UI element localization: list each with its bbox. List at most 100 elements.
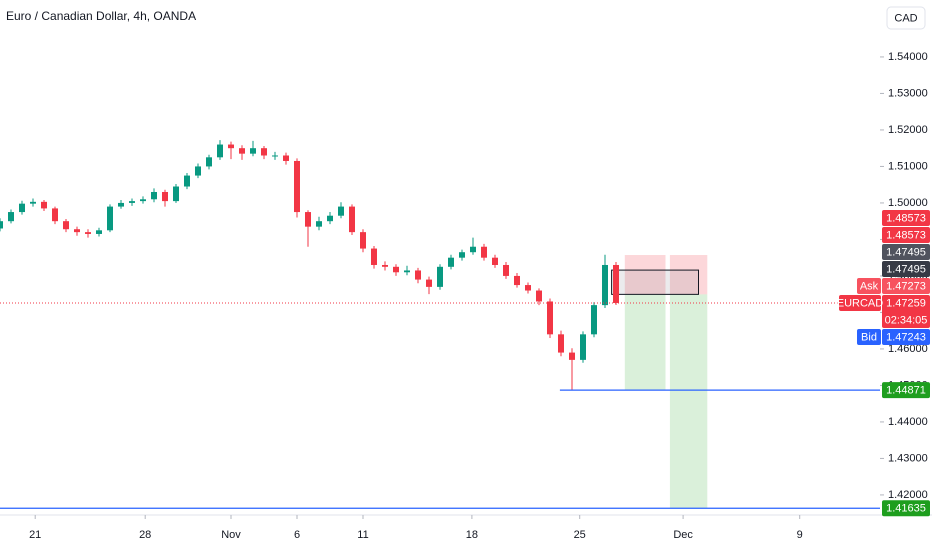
price-tag: [882, 226, 930, 243]
candle-body: [8, 212, 14, 222]
price-tag: [882, 209, 930, 226]
y-tick-label: 1.52000: [888, 124, 928, 136]
candle-body: [173, 186, 179, 202]
candle-body: [382, 264, 388, 267]
candle-body: [52, 208, 58, 222]
price-tag-text: 1.41635: [886, 503, 926, 515]
candle-body: [316, 221, 322, 227]
y-tick-label: 1.54000: [888, 51, 928, 63]
price-tag: [882, 382, 930, 399]
y-tick-label: 1.51000: [888, 160, 928, 172]
candle-body: [30, 201, 36, 204]
candle-body: [514, 275, 520, 286]
candle-body: [536, 290, 542, 302]
candle-body: [415, 270, 421, 280]
y-tick-label: 1.53000: [888, 87, 928, 99]
candle-body: [371, 248, 377, 265]
price-tag: [882, 260, 930, 277]
candle-body: [503, 264, 509, 276]
currency-label[interactable]: CAD: [894, 12, 917, 24]
countdown: 02:34:05: [885, 314, 928, 326]
candle-body: [184, 175, 190, 187]
candle-body: [118, 202, 124, 207]
price-tag-label-box: [857, 328, 881, 345]
candle-body: [613, 264, 619, 303]
candle-body: [195, 166, 201, 176]
candle-body: [129, 201, 135, 203]
candle-body: [437, 266, 443, 287]
price-tag-text: 1.47495: [886, 263, 926, 275]
price-tag: [882, 243, 930, 260]
candle-body: [96, 230, 102, 234]
currency-button[interactable]: [886, 6, 926, 30]
candle-body: [217, 144, 223, 158]
candle-body: [360, 232, 366, 249]
candle-body: [283, 155, 289, 161]
candle-body: [448, 257, 454, 267]
candle-body: [492, 257, 498, 265]
price-tag-label-box: [857, 277, 881, 294]
candle-body: [63, 221, 69, 230]
candle-body: [0, 221, 3, 229]
candle-body: [569, 352, 575, 360]
candle-body: [250, 148, 256, 154]
candle-body: [151, 191, 157, 200]
candle-body: [272, 155, 278, 157]
x-tick-label: 9: [797, 529, 803, 541]
price-tag: [882, 328, 930, 345]
x-tick-label: 21: [29, 529, 41, 541]
candle-body: [19, 203, 25, 213]
candle-body: [580, 334, 586, 360]
price-tag-text: 1.47273: [886, 280, 926, 292]
x-tick-label: 25: [574, 529, 586, 541]
candle-body: [602, 264, 608, 306]
candle-body: [261, 148, 267, 156]
price-tag-label-box: [839, 294, 881, 311]
candle-body: [547, 301, 553, 335]
candle-body: [426, 279, 432, 287]
candle-body: [558, 334, 564, 353]
candle-body: [206, 157, 212, 167]
x-tick-label: 28: [139, 529, 151, 541]
y-tick-label: 1.50000: [888, 197, 928, 209]
price-tag-text: 1.47243: [886, 331, 926, 343]
y-tick-label: 1.44000: [888, 416, 928, 428]
candle-body: [481, 246, 487, 258]
y-tick-label: 1.42000: [888, 489, 928, 501]
price-tag-text: 1.47259: [886, 297, 926, 309]
y-tick-label: 1.46000: [888, 343, 928, 355]
price-tag-label: Bid: [861, 331, 877, 343]
price-tag: [882, 500, 930, 517]
y-tick-label: 1.43000: [888, 452, 928, 464]
candle-body: [239, 148, 245, 154]
position-target-zone: [669, 294, 708, 509]
candle-body: [459, 252, 465, 258]
price-tag-text: 1.48573: [886, 229, 926, 241]
price-tag-text: 1.47495: [886, 246, 926, 258]
candle-body: [470, 246, 476, 253]
candle-body: [74, 229, 80, 233]
x-tick-label: 18: [466, 529, 478, 541]
candle-body: [349, 206, 355, 233]
candle-body: [327, 215, 333, 222]
position-target-zone: [624, 294, 666, 391]
candle-body: [85, 232, 91, 234]
x-tick-label: 6: [294, 529, 300, 541]
position-stop-zone: [624, 255, 666, 295]
candle-body: [525, 285, 531, 291]
x-tick-label: Dec: [673, 529, 693, 541]
x-tick-label: Nov: [221, 529, 241, 541]
x-tick-label: 11: [357, 529, 368, 541]
price-tag-label: Ask: [860, 280, 879, 292]
candle-body: [591, 305, 597, 335]
position-stop-zone: [669, 255, 708, 295]
candle-body: [228, 144, 234, 149]
drawn-rectangle: [611, 269, 699, 295]
candle-body: [107, 206, 113, 231]
price-tag-text: 1.48573: [886, 212, 926, 224]
candle-body: [305, 212, 311, 227]
price-tag-text: 1.44871: [886, 385, 926, 397]
plot-area: [0, 140, 708, 509]
